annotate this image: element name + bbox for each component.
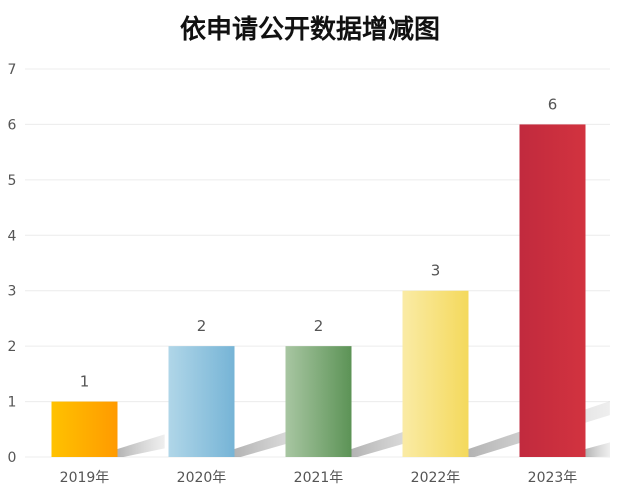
data-label: 2 [314, 317, 324, 335]
bars [51, 124, 586, 457]
y-tick-label: 4 [8, 228, 17, 244]
bar [51, 401, 118, 457]
x-tick-label: 2020年 [177, 470, 227, 486]
x-tick-label: 2023年 [528, 470, 578, 486]
bar [168, 346, 235, 457]
x-axis: 2019年 2020年 2021年 2022年 2023年 [60, 470, 578, 486]
bar [519, 124, 586, 457]
bar [285, 346, 352, 457]
y-tick-label: 1 [8, 395, 17, 411]
y-tick-label: 0 [8, 450, 17, 466]
y-axis: 0 1 2 3 4 5 6 7 [8, 62, 17, 466]
y-tick-label: 3 [8, 284, 17, 300]
x-tick-label: 2022年 [411, 470, 461, 486]
data-label: 1 [80, 373, 90, 391]
y-tick-label: 7 [8, 62, 17, 78]
y-tick-label: 6 [8, 117, 17, 133]
data-labels: 1 2 2 3 6 [80, 95, 558, 390]
chart-title: 依申请公开数据增减图 [180, 14, 440, 45]
bar-shadow [585, 442, 610, 457]
bar [402, 290, 469, 457]
bar-shadow [117, 434, 165, 457]
data-label: 6 [548, 95, 558, 113]
data-label: 3 [431, 262, 441, 280]
y-tick-label: 5 [8, 173, 17, 189]
x-tick-label: 2019年 [60, 470, 110, 486]
y-tick-label: 2 [8, 339, 17, 355]
data-label: 2 [197, 317, 207, 335]
x-tick-label: 2021年 [294, 470, 344, 486]
